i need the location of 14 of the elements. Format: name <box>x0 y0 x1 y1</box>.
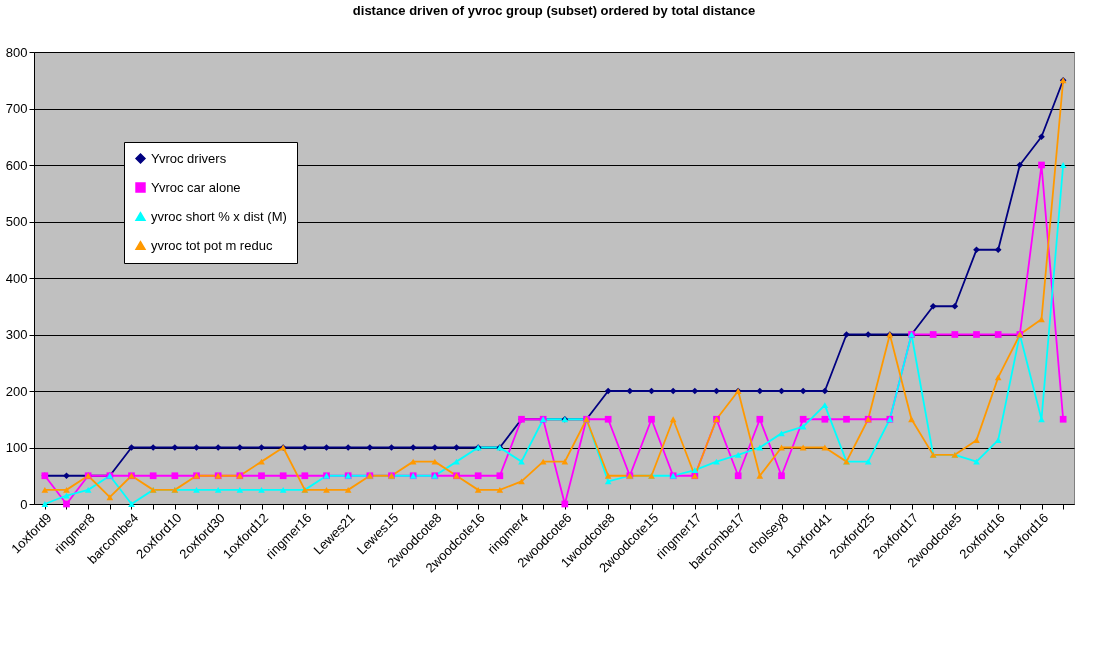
y-tick-label: 700 <box>5 101 28 116</box>
legend-label: Yvroc drivers <box>151 150 227 166</box>
y-tick-label: 200 <box>5 383 28 399</box>
y-tick-label: 0 <box>20 496 28 512</box>
y-tick-label: 300 <box>5 327 28 342</box>
y-tick-label: 400 <box>5 270 28 286</box>
legend-label: yvroc short % x dist (M) <box>151 208 287 224</box>
y-tick-label: 100 <box>5 440 28 455</box>
y-tick-label: 600 <box>5 157 28 173</box>
y-tick-label: 800 <box>5 44 28 60</box>
legend-label: Yvroc car alone <box>151 179 241 195</box>
y-tick-label: 500 <box>5 214 28 229</box>
chart-title: distance driven of yvroc group (subset) ordered by total distance <box>352 3 756 18</box>
legend-label: yvroc tot pot m reduc <box>151 237 273 253</box>
